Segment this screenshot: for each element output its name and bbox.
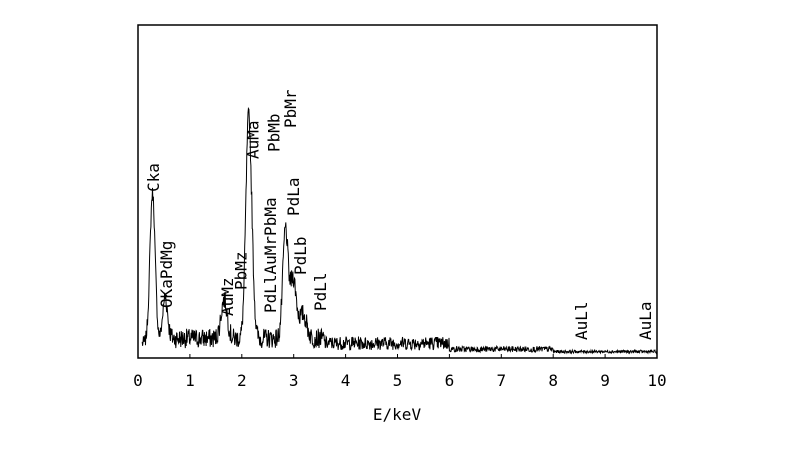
x-tick-label: 7 <box>496 371 506 390</box>
x-tick-label: 3 <box>289 371 299 390</box>
x-tick-label: 6 <box>445 371 455 390</box>
peak-label: PbMb <box>264 113 283 152</box>
peak-label: PdLlAuMrPbMa <box>261 197 280 313</box>
peak-label: PbMr <box>281 89 300 128</box>
x-tick-label: 4 <box>341 371 351 390</box>
x-tick-label: 0 <box>133 371 143 390</box>
x-axis: 0 1 2 3 4 5 6 7 8 9 10 <box>133 354 667 390</box>
x-tick-label: 5 <box>393 371 403 390</box>
peak-label: Cka <box>144 163 163 192</box>
x-tick-label: 10 <box>647 371 666 390</box>
spectrum-layer <box>141 106 658 355</box>
peak-label: PdLa <box>284 177 303 216</box>
x-tick-label: 8 <box>548 371 558 390</box>
peak-label: AuLa <box>636 301 655 340</box>
x-tick-label: 2 <box>237 371 247 390</box>
peak-label: AuLl <box>572 301 591 340</box>
spectrum-line <box>141 106 658 355</box>
peak-label: OKaPdMg <box>157 241 176 308</box>
peak-label: PbMz <box>231 251 250 290</box>
peak-label: PdLl <box>311 272 330 311</box>
x-tick-label: 1 <box>185 371 195 390</box>
peak-label: AuMz <box>218 277 237 316</box>
peak-label: AuMa <box>244 120 263 159</box>
x-axis-title: E/keV <box>373 405 422 424</box>
x-tick-label: 9 <box>600 371 610 390</box>
peak-label: PdLb <box>291 236 310 275</box>
